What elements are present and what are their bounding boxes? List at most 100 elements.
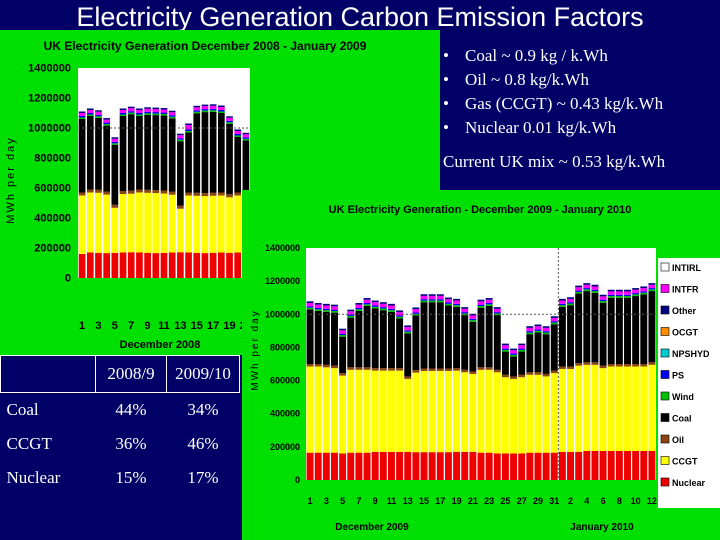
legend-swatch-nuclear	[660, 477, 670, 487]
bar-oil	[485, 367, 493, 370]
bar-wind	[152, 113, 160, 116]
bar-other	[534, 324, 542, 327]
bar-ccgt	[111, 207, 119, 253]
chart-2008-yticks: 0 200000 400000 600000 800000 1000000 1200000 1…	[28, 63, 71, 285]
bar-coal	[453, 306, 461, 369]
y-tick-label: 0	[295, 475, 300, 485]
bar-nuclear	[355, 452, 363, 480]
bar-intfr	[78, 113, 86, 116]
bar-coal	[242, 140, 250, 193]
bar-nuclear	[347, 452, 355, 480]
bar-nuclear	[436, 452, 444, 480]
bar-wind	[168, 116, 176, 119]
x-tick-label: 15	[419, 496, 429, 506]
bar-other	[331, 304, 338, 307]
bar-wind	[160, 114, 168, 116]
bar-coal	[322, 311, 330, 365]
bar-nuclear	[379, 451, 387, 480]
bar-ps	[550, 321, 558, 323]
legend-swatch-ccgt	[660, 456, 670, 465]
bar-other	[648, 283, 656, 285]
y-tick-label: 600000	[34, 183, 71, 195]
bar-ps	[217, 110, 225, 112]
bar-other	[234, 129, 242, 131]
bar-coal	[339, 336, 347, 374]
bar-ps	[242, 137, 250, 139]
bar-nuclear	[493, 453, 501, 480]
emission-factor-text: Gas (CCGT) ~ 0.43 kg/k.Wh	[465, 94, 664, 113]
bar-ccgt	[575, 365, 583, 452]
table-row-label: Nuclear	[6, 468, 61, 487]
y-tick-label: 0	[65, 273, 71, 285]
legend-swatch-other	[660, 305, 670, 315]
bar-wind	[567, 303, 575, 306]
bar-ps	[103, 122, 111, 125]
bar-ccgt	[583, 364, 591, 451]
x-tick-label: 3	[95, 320, 101, 332]
bar-ccgt	[371, 370, 379, 452]
x-tick-label: 12	[647, 496, 657, 506]
bar-ccgt	[136, 192, 143, 253]
bar-other	[404, 325, 412, 328]
x-tick-label: 13	[403, 496, 413, 506]
bar-ccgt	[160, 193, 168, 253]
bar-coal	[632, 296, 640, 364]
bar-coal	[209, 111, 217, 193]
bar-oil	[119, 191, 127, 194]
legend-label-oil: Oil	[672, 435, 684, 445]
chart-2009-yticks: 0 200000 400000 600000 800000 1000000 1200000 1…	[265, 243, 300, 485]
bar-coal	[485, 306, 493, 368]
bar-wind	[583, 289, 591, 292]
bar-ps	[193, 110, 201, 112]
bar-intfr	[607, 291, 615, 295]
bar-coal	[160, 115, 168, 191]
bar-other	[168, 110, 176, 113]
bar-ps	[493, 312, 501, 314]
bar-oil	[396, 368, 404, 371]
bar-oil	[583, 362, 591, 365]
bar-other	[453, 298, 461, 301]
bar-intfr	[201, 106, 209, 110]
bar-ps	[518, 348, 526, 350]
bar-nuclear	[95, 252, 102, 278]
bar-ps	[234, 134, 242, 136]
bar-oil	[534, 372, 542, 375]
bar-oil	[640, 364, 648, 367]
bar-other	[501, 343, 509, 346]
bar-ps	[542, 331, 550, 333]
bar-intfr	[160, 109, 168, 113]
bar-coal	[355, 310, 363, 368]
bar-oil	[501, 374, 509, 378]
x-tick-label: 15	[191, 320, 203, 332]
bar-intfr	[185, 125, 192, 130]
bar-ps	[599, 299, 607, 302]
bar-other	[242, 132, 250, 135]
bar-coal	[534, 332, 542, 373]
bar-coal	[168, 118, 176, 192]
bar-coal	[501, 351, 509, 375]
bar-ps	[640, 291, 648, 293]
x-tick-label: 21	[468, 496, 478, 506]
bar-oil	[526, 372, 534, 375]
table-cell: 15%	[115, 468, 147, 487]
bar-ccgt	[119, 194, 127, 253]
bar-coal	[469, 321, 477, 372]
bar-other	[339, 328, 347, 331]
bar-ccgt	[599, 368, 607, 451]
bar-coal	[119, 116, 127, 191]
bar-nuclear	[103, 253, 111, 278]
bar-wind	[640, 292, 648, 295]
bar-oil	[111, 204, 119, 208]
bar-intfr	[387, 305, 395, 309]
bar-nuclear	[144, 252, 151, 278]
bar-other	[95, 110, 102, 112]
bar-ccgt	[144, 192, 151, 253]
emission-factor-item: • Oil ~ 0.8 kg/k.Wh	[437, 68, 720, 92]
bar-wind	[404, 331, 412, 334]
bar-ccgt	[461, 372, 469, 452]
bar-nuclear	[396, 451, 404, 480]
table-cell: 34%	[187, 400, 219, 419]
bar-nuclear	[331, 452, 338, 480]
bar-wind	[501, 349, 509, 352]
bar-oil	[152, 190, 160, 194]
